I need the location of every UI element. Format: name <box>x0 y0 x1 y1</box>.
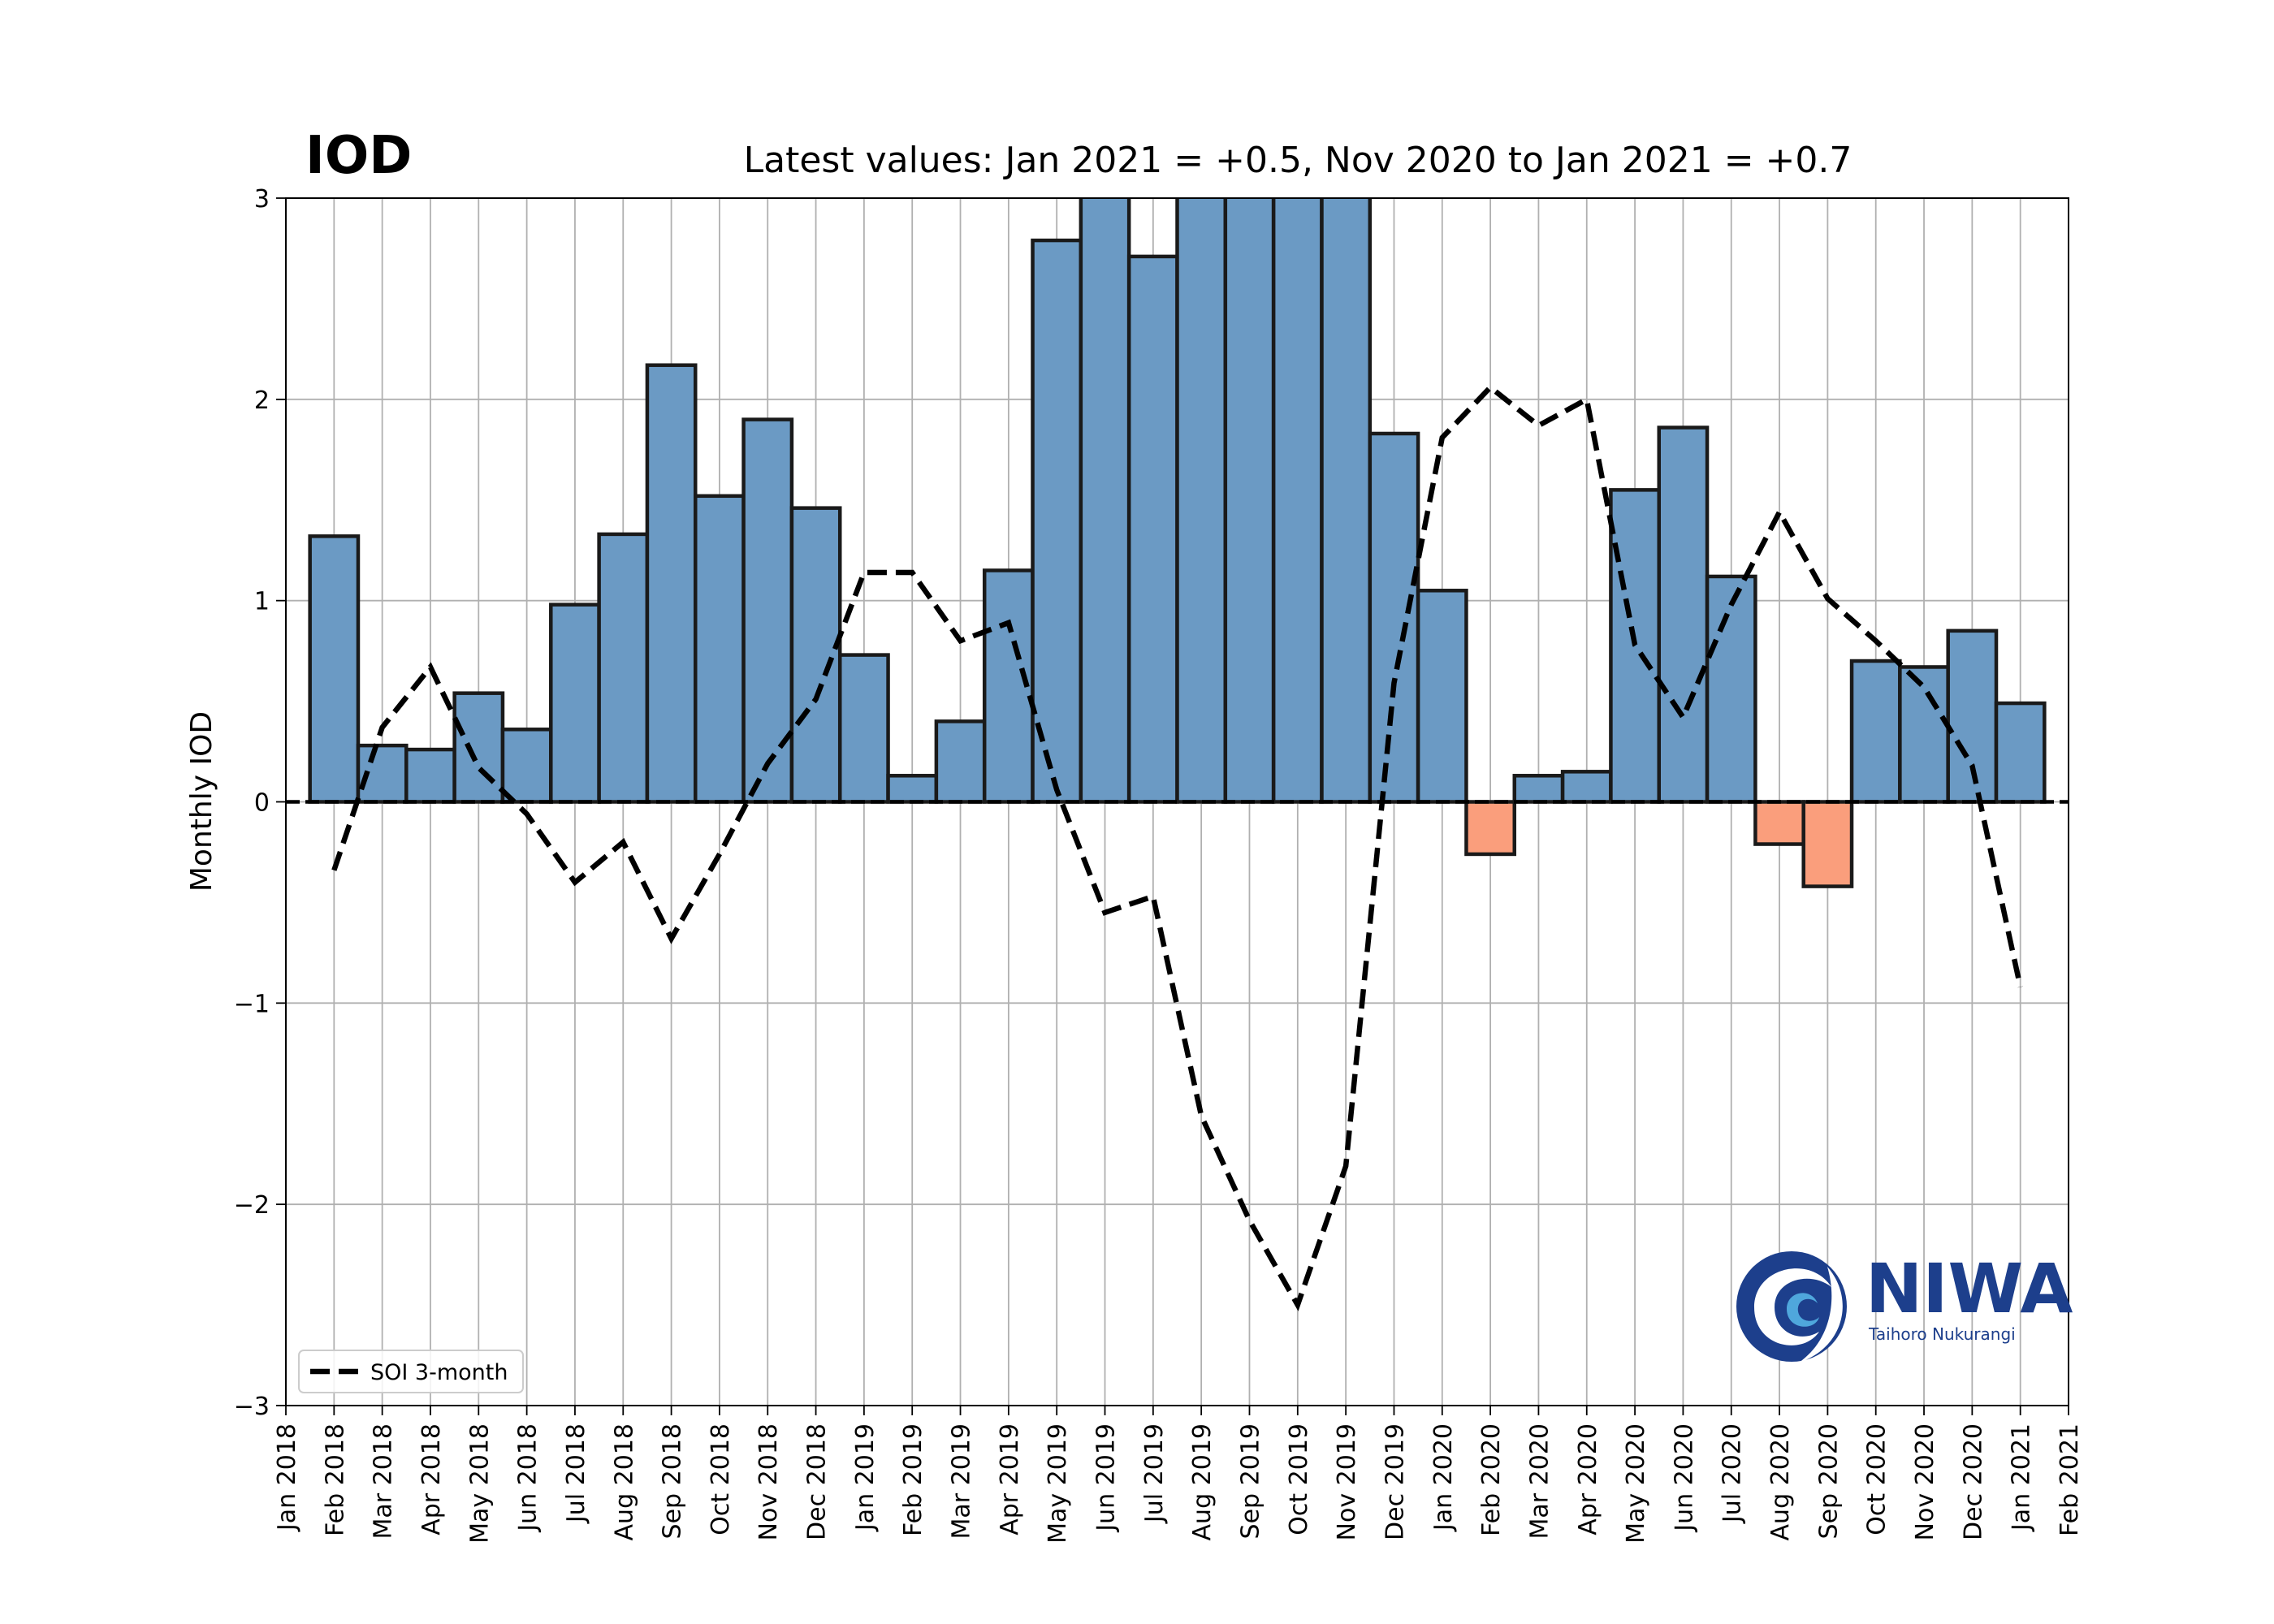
bar <box>1079 198 1131 804</box>
x-tick-label: Sep 2018 <box>659 1423 687 1539</box>
logo-wave <box>1799 1267 1843 1363</box>
x-tick-label: Jan 2019 <box>851 1423 880 1532</box>
bars <box>308 198 2047 888</box>
x-tick-label: Nov 2018 <box>754 1423 783 1540</box>
bar <box>549 603 601 804</box>
y-tick-label: 2 <box>254 387 270 415</box>
logo-name: NIWA <box>1865 1249 2073 1328</box>
bar <box>1560 770 1613 804</box>
bar <box>934 719 987 804</box>
bar <box>1898 665 1950 804</box>
bar <box>1657 425 1710 804</box>
x-tick-label: Mar 2018 <box>370 1423 398 1540</box>
bar <box>1464 800 1517 857</box>
x-tick-label: Apr 2019 <box>996 1423 1024 1535</box>
x-tick-label: Mar 2019 <box>948 1423 976 1540</box>
y-tick-label: 3 <box>254 185 270 214</box>
bar <box>886 774 939 804</box>
logo-swirl <box>1754 1268 1831 1345</box>
x-tick-label: Oct 2019 <box>1285 1423 1313 1535</box>
bar <box>1512 774 1565 804</box>
x-tick-label: Dec 2018 <box>803 1423 832 1540</box>
plot-frame <box>285 197 2069 1406</box>
bar <box>1223 198 1276 804</box>
bar <box>1031 238 1083 804</box>
x-tick-label: Feb 2020 <box>1477 1423 1506 1536</box>
x-tick-label: Feb 2018 <box>321 1423 349 1536</box>
x-tick-label: Jun 2018 <box>514 1423 543 1533</box>
bar <box>597 532 650 804</box>
bar <box>1994 701 2047 804</box>
x-tick-label: Aug 2019 <box>1188 1423 1217 1540</box>
bar <box>645 363 698 804</box>
x-tick-label: Apr 2020 <box>1574 1423 1602 1535</box>
x-tick-label: Sep 2019 <box>1236 1423 1265 1539</box>
y-tick-label: −2 <box>234 1191 270 1220</box>
x-tick-label: Mar 2020 <box>1525 1423 1554 1540</box>
bar <box>1801 800 1854 888</box>
logo-swirl-inner <box>1787 1293 1819 1327</box>
legend-box <box>298 1350 524 1393</box>
x-tick-label: Oct 2020 <box>1863 1423 1891 1535</box>
x-tick-label: Jul 2019 <box>1140 1423 1169 1524</box>
x-tick-label: Feb 2021 <box>2056 1423 2084 1536</box>
y-axis-label: Monthly IOD <box>185 711 218 892</box>
x-tick-label: Aug 2020 <box>1766 1423 1795 1540</box>
x-tick-label: Dec 2020 <box>1959 1423 1987 1540</box>
x-tick-label: Jul 2020 <box>1718 1423 1747 1524</box>
x-tick-label: May 2020 <box>1622 1423 1650 1544</box>
x-tick-label: Aug 2018 <box>610 1423 638 1540</box>
x-tick-label: Feb 2019 <box>899 1423 927 1536</box>
x-tick-label: Jan 2020 <box>1429 1423 1458 1532</box>
soi-line <box>331 383 2023 1311</box>
bar <box>694 494 746 804</box>
x-tick-label: Jun 2019 <box>1092 1423 1121 1533</box>
bar <box>404 747 456 804</box>
x-tick-label: Jun 2020 <box>1670 1423 1698 1533</box>
x-tick-label: Jul 2018 <box>562 1423 590 1524</box>
chart-title: IOD <box>305 126 412 186</box>
logo-tagline: Taihoro Nukurangi <box>1868 1324 2016 1344</box>
y-tick-label: −1 <box>234 990 270 1018</box>
bar <box>500 728 553 804</box>
x-tick-label: Nov 2020 <box>1911 1423 1939 1540</box>
y-tick-label: 0 <box>254 789 270 818</box>
legend: SOI 3-month <box>298 1350 524 1393</box>
bar <box>1175 198 1228 804</box>
bar <box>308 534 361 804</box>
y-tick-label: −3 <box>234 1393 270 1421</box>
y-tick-label: 1 <box>254 588 270 616</box>
x-tick-label: Sep 2020 <box>1814 1423 1843 1539</box>
bar <box>1849 659 1902 804</box>
bar <box>837 653 890 804</box>
bar <box>1271 198 1324 804</box>
bar <box>1705 574 1757 804</box>
bar <box>1368 431 1420 804</box>
x-tick-label: Oct 2018 <box>707 1423 735 1535</box>
x-tick-label: Jan 2021 <box>2008 1423 2036 1532</box>
x-tick-label: Jan 2018 <box>273 1423 301 1532</box>
logo: NIWA Taihoro Nukurangi <box>1736 1249 2073 1363</box>
x-tick-label: Dec 2019 <box>1381 1423 1409 1540</box>
chart-subtitle: Latest values: Jan 2021 = +0.5, Nov 2020… <box>744 140 1852 181</box>
x-tick-label: May 2019 <box>1044 1423 1072 1544</box>
bar <box>1609 488 1661 804</box>
axes: −3 −2 −1 0 1 2 3 Jan 2018 Feb 2018 Mar 2018 Apr 20… <box>234 185 2084 1544</box>
bar <box>1753 800 1805 846</box>
lines <box>331 383 2023 1311</box>
bar <box>1126 254 1179 804</box>
bar <box>789 506 842 804</box>
x-tick-label: May 2018 <box>465 1423 494 1544</box>
x-tick-label: Apr 2018 <box>417 1423 446 1535</box>
legend-label: SOI 3-month <box>370 1360 508 1385</box>
bar <box>452 691 505 804</box>
bar <box>1416 589 1468 804</box>
bar <box>1320 198 1373 804</box>
x-tick-label: Nov 2019 <box>1333 1423 1361 1540</box>
